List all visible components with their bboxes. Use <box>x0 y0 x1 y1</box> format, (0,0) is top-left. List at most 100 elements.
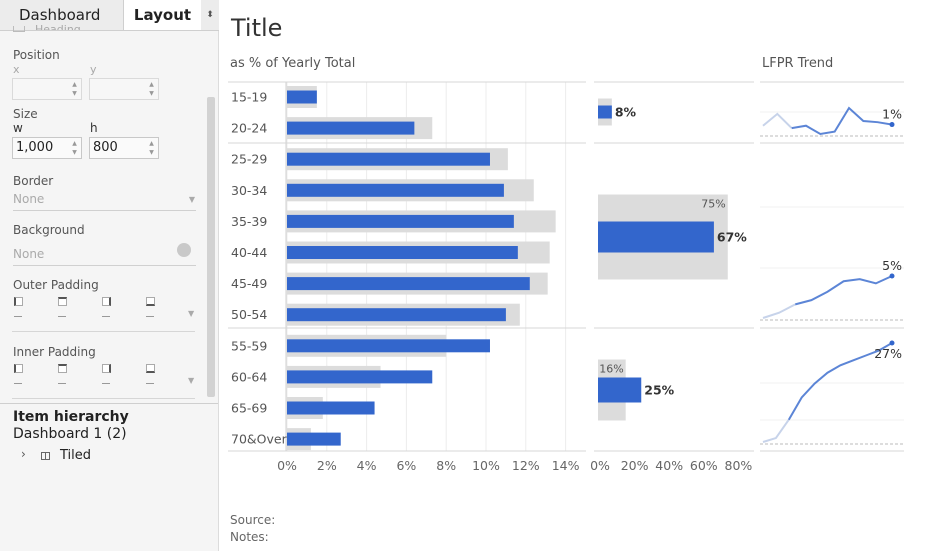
blue-bar <box>287 370 433 384</box>
outer-padding-top-value[interactable] <box>58 316 66 317</box>
width-spinner-icon[interactable]: ▲ ▼ <box>72 140 77 156</box>
width-field[interactable]: 1,000 ▲ ▼ <box>12 137 82 159</box>
category-label: 35-39 <box>231 214 267 229</box>
notes-label[interactable]: Notes: <box>230 530 269 544</box>
x-field[interactable]: ▲ ▼ <box>12 78 82 100</box>
blue-bar <box>287 214 514 228</box>
h-label: h <box>90 121 98 135</box>
y-spinner-icon[interactable]: ▲ ▼ <box>149 81 154 97</box>
inner-padding-right-icon[interactable] <box>102 364 111 373</box>
category-label: 45-49 <box>231 276 267 291</box>
tab-dashboard[interactable]: Dashboard <box>0 0 124 30</box>
x-tick-label: 20% <box>621 458 649 473</box>
pane-tab-bar: Dashboard Layout ⬍ <box>0 0 219 31</box>
section-divider <box>0 403 218 404</box>
category-label: 60-64 <box>231 369 267 384</box>
trend-line <box>787 342 893 421</box>
blue-bar <box>287 90 317 104</box>
trend-end-point <box>889 340 895 346</box>
y-field[interactable]: ▲ ▼ <box>89 78 159 100</box>
pane-scrollbar[interactable] <box>207 97 215 397</box>
border-dropdown[interactable]: None ▼ <box>13 190 196 211</box>
blue-bar <box>287 401 375 415</box>
x-spinner-icon[interactable]: ▲ ▼ <box>72 81 77 97</box>
x-tick-label: 0% <box>277 458 297 473</box>
category-label: 20-24 <box>231 121 267 136</box>
x-tick-label: 80% <box>725 458 753 473</box>
position-label: Position <box>13 48 60 62</box>
inner-padding-right-value[interactable] <box>102 383 110 384</box>
trend-line <box>791 106 893 136</box>
trend-end-label: 5% <box>882 258 902 273</box>
outer-padding-top-icon[interactable] <box>58 297 67 306</box>
divider <box>12 331 195 332</box>
blue-bar-label: 67% <box>717 230 747 245</box>
x-tick-label: 60% <box>690 458 718 473</box>
background-label: Background <box>13 223 85 237</box>
trend-end-point <box>889 273 895 279</box>
inner-padding-top-icon[interactable] <box>58 364 67 373</box>
inner-padding-bottom-value[interactable] <box>146 383 154 384</box>
expand-chevron-icon[interactable]: › <box>21 447 26 461</box>
trend-end-label: 1% <box>882 107 902 122</box>
background-color-swatch[interactable] <box>177 243 191 257</box>
grey-bar-label: 16% <box>599 363 623 376</box>
height-field[interactable]: 800 ▲ ▼ <box>89 137 159 159</box>
blue-bar-label: 25% <box>644 383 674 398</box>
x-tick-label: 10% <box>472 458 500 473</box>
blue-bar <box>287 308 506 322</box>
layout-pane: Dashboard Layout ⬍ Heading Position x y … <box>0 0 219 551</box>
blue-bar-label: 8% <box>615 105 637 120</box>
x-tick-label: 40% <box>655 458 683 473</box>
blue-bar <box>287 121 415 135</box>
inner-padding-bottom-icon[interactable] <box>146 364 155 373</box>
outer-padding-right-icon[interactable] <box>102 297 111 306</box>
blue-bar <box>287 339 490 353</box>
size-label: Size <box>13 107 38 121</box>
inner-padding-left-value[interactable] <box>14 383 22 384</box>
inner-padding-top-value[interactable] <box>58 383 66 384</box>
heading-checkbox[interactable] <box>13 26 25 32</box>
outer-padding-chevron-icon[interactable]: ▼ <box>188 309 195 318</box>
w-label: w <box>13 121 23 135</box>
outer-padding-right-value[interactable] <box>102 316 110 317</box>
trend-line-early <box>762 419 790 443</box>
hierarchy-tiled-item[interactable]: Tiled <box>60 448 92 463</box>
outer-padding-bottom-icon[interactable] <box>146 297 155 306</box>
x-tick-label: 6% <box>396 458 416 473</box>
tab-layout[interactable]: Layout <box>124 0 202 30</box>
blue-bar <box>287 152 490 166</box>
source-label[interactable]: Source: <box>230 513 276 527</box>
trend-column-header: LFPR Trend <box>762 56 834 71</box>
height-spinner-icon[interactable]: ▲ ▼ <box>149 140 154 156</box>
item-hierarchy-title: Item hierarchy <box>13 409 129 425</box>
outer-padding-left-icon[interactable] <box>14 297 23 306</box>
category-label: 15-19 <box>231 90 267 105</box>
category-label: 50-54 <box>231 307 267 322</box>
trend-line-early <box>762 112 793 129</box>
dashboard-title[interactable]: Title <box>231 14 283 42</box>
chevron-down-icon: ▼ <box>188 195 195 204</box>
outer-padding-label: Outer Padding <box>13 278 99 292</box>
blue-bar <box>598 105 612 119</box>
hierarchy-dashboard-item[interactable]: Dashboard 1 (2) <box>13 426 127 442</box>
x-label: x <box>13 63 20 76</box>
pane-menu-icon[interactable]: ⬍ <box>201 0 219 30</box>
divider <box>12 398 195 399</box>
tiled-container-icon <box>41 452 50 460</box>
outer-padding-bottom-value[interactable] <box>146 316 154 317</box>
x-tick-label: 14% <box>552 458 580 473</box>
trend-end-point <box>889 122 895 128</box>
inner-padding-label: Inner Padding <box>13 345 96 359</box>
inner-padding-left-icon[interactable] <box>14 364 23 373</box>
blue-bar <box>598 221 714 253</box>
blue-bar <box>287 432 341 446</box>
inner-padding-chevron-icon[interactable]: ▼ <box>188 376 195 385</box>
category-label: 55-59 <box>231 338 267 353</box>
background-dropdown[interactable]: None <box>13 245 196 266</box>
outer-padding-left-value[interactable] <box>14 316 22 317</box>
bar-column-header: as % of Yearly Total <box>230 56 356 71</box>
category-label: 70&Over <box>231 432 288 447</box>
category-label: 25-29 <box>231 152 267 167</box>
